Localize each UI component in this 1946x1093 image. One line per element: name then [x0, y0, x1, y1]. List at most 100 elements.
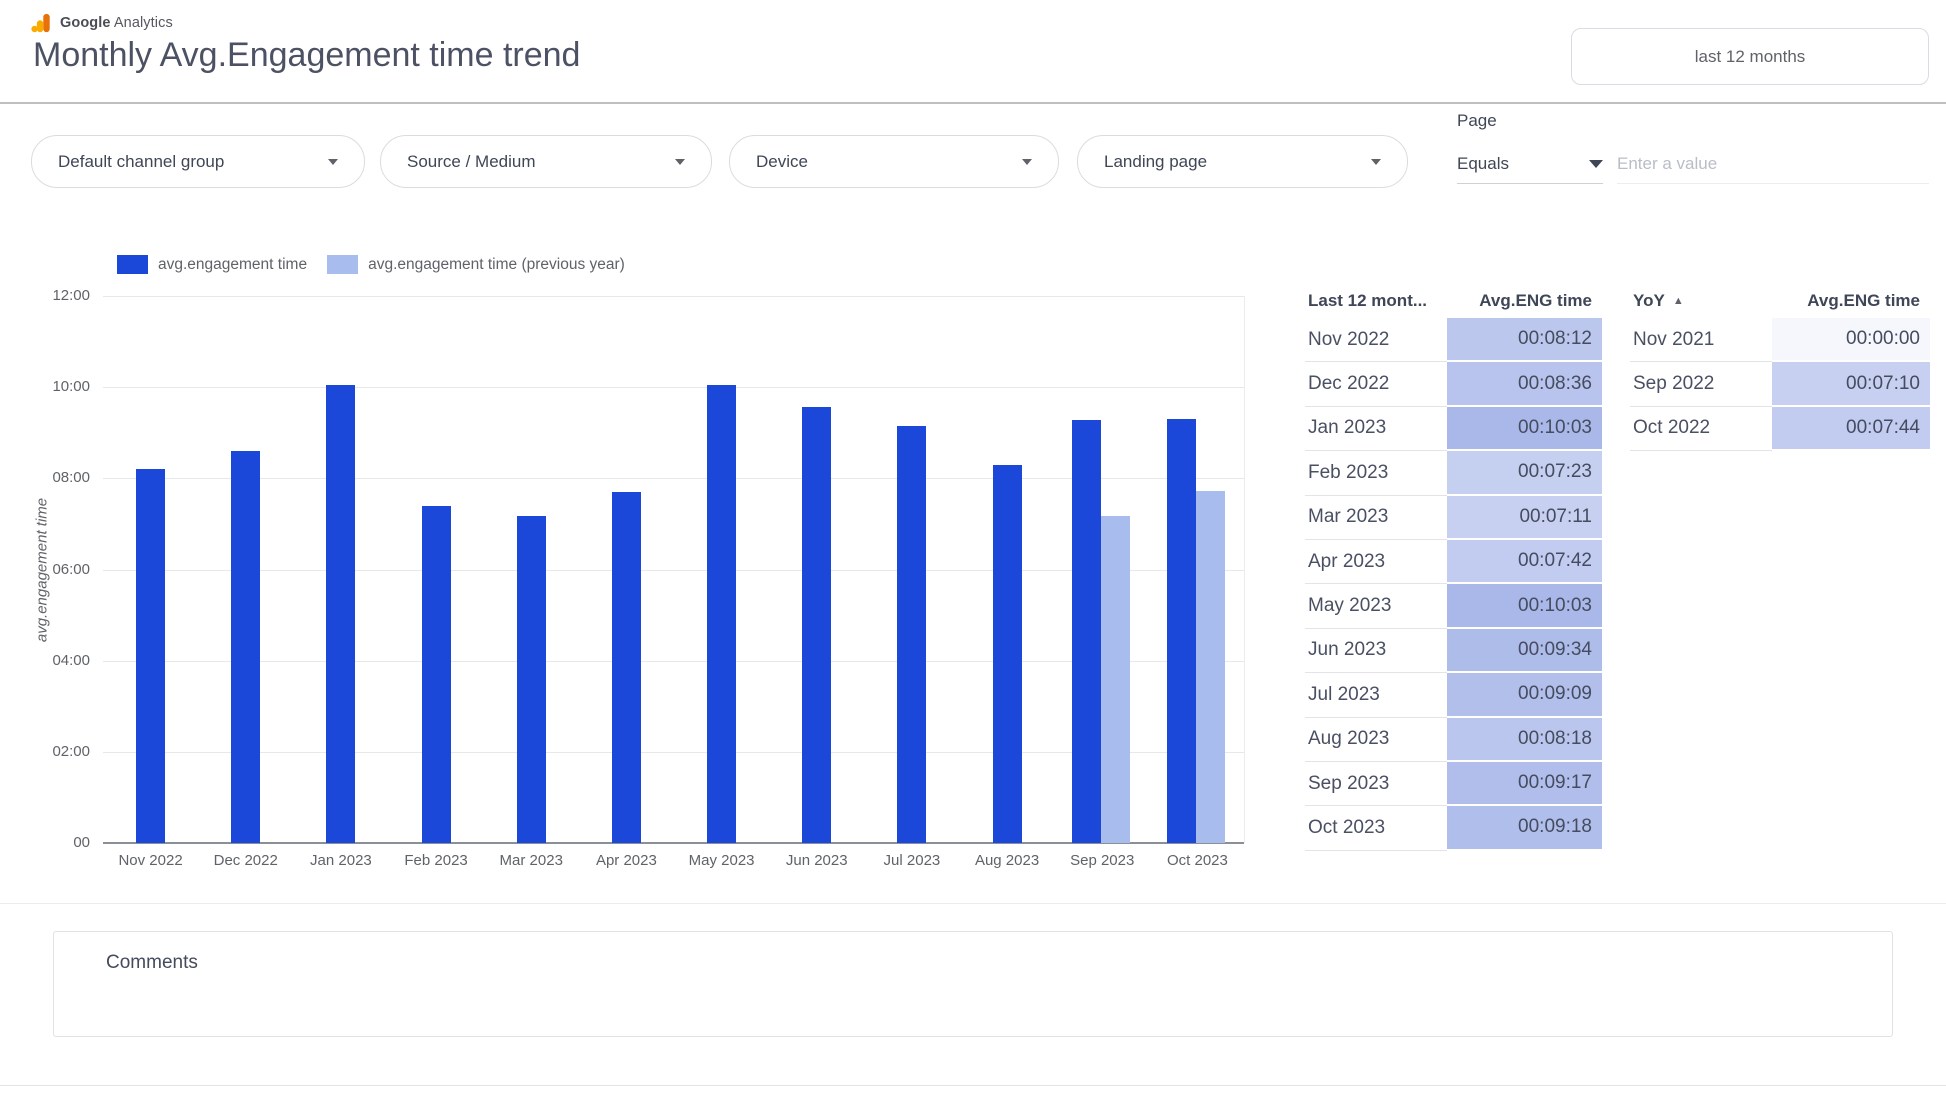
- table-row[interactable]: Mar 2023 00:07:11: [1305, 495, 1602, 540]
- yoy-engagement-table: YoY ▲ Avg.ENG time Nov 2021 00:00:00 Sep 20…: [1630, 283, 1930, 452]
- table-row[interactable]: Nov 2022 00:08:12: [1305, 318, 1602, 363]
- bar-Apr 2023[interactable]: [611, 492, 641, 843]
- filter-landing-page[interactable]: Landing page: [1077, 135, 1408, 188]
- column-header-value[interactable]: Avg.ENG time: [1807, 290, 1920, 310]
- column-header-value[interactable]: Avg.ENG time: [1479, 290, 1592, 310]
- month-cell: Jul 2023: [1305, 673, 1447, 718]
- page-title: Monthly Avg.Engagement time trend: [33, 36, 581, 74]
- bar-Jul 2023[interactable]: [897, 425, 927, 843]
- section-divider: [0, 903, 1946, 904]
- bar-Mar 2023[interactable]: [516, 515, 546, 843]
- google-analytics-logo-icon: [31, 13, 50, 33]
- value-cell: 00:08:36: [1447, 362, 1602, 407]
- x-tick-label: Oct 2023: [1166, 852, 1228, 869]
- value-cell: 00:07:11: [1447, 495, 1602, 540]
- table-header-row: Last 12 mont... Avg.ENG time: [1305, 283, 1602, 318]
- value-cell: 00:09:34: [1447, 628, 1602, 674]
- table-row[interactable]: Oct 2022 00:07:44: [1630, 406, 1930, 452]
- x-tick-label: Feb 2023: [404, 852, 468, 869]
- filter-source-medium[interactable]: Source / Medium: [380, 135, 712, 188]
- bar-Jun 2023[interactable]: [802, 406, 832, 843]
- chevron-down-icon: [1022, 158, 1032, 165]
- bar-May 2023[interactable]: [707, 384, 737, 843]
- x-tick-label: Dec 2022: [213, 852, 278, 869]
- x-tick-label: Apr 2023: [595, 852, 657, 869]
- value-cell: 00:07:42: [1447, 539, 1602, 585]
- chevron-down-icon: [1371, 158, 1381, 165]
- x-tick-label: Nov 2022: [118, 852, 183, 869]
- x-tick-label: Aug 2023: [974, 852, 1040, 869]
- date-range-label: last 12 months: [1694, 46, 1806, 66]
- x-axis-line: [103, 842, 1244, 844]
- table-row[interactable]: Jun 2023 00:09:34: [1305, 628, 1602, 674]
- table-row[interactable]: Sep 2022 00:07:10: [1630, 362, 1930, 407]
- page-filter-operator-select[interactable]: Equals: [1457, 144, 1603, 184]
- bar-Feb 2023[interactable]: [421, 506, 451, 843]
- filter-label: Default channel group: [58, 151, 225, 171]
- bar-Nov 2022[interactable]: [136, 469, 166, 843]
- comments-label: Comments: [106, 952, 198, 973]
- filter-default-channel-group[interactable]: Default channel group: [31, 135, 365, 188]
- table-row[interactable]: Sep 2023 00:09:17: [1305, 761, 1602, 807]
- operator-value: Equals: [1457, 153, 1509, 173]
- month-cell: Nov 2022: [1305, 318, 1447, 363]
- gridline: [103, 751, 1244, 753]
- table-row[interactable]: Dec 2022 00:08:36: [1305, 362, 1602, 407]
- table-row[interactable]: Feb 2023 00:07:23: [1305, 451, 1602, 496]
- date-range-button[interactable]: last 12 months: [1571, 28, 1929, 85]
- bar-Aug 2023[interactable]: [992, 464, 1022, 843]
- table-header-row: YoY ▲ Avg.ENG time: [1630, 283, 1930, 318]
- y-tick-label: 00: [73, 834, 90, 851]
- value-cell: 00:09:09: [1447, 673, 1602, 718]
- table-row[interactable]: Jan 2023 00:10:03: [1305, 406, 1602, 452]
- table-row[interactable]: May 2023 00:10:03: [1305, 584, 1602, 629]
- y-tick-label: 12:00: [52, 287, 90, 304]
- bar-Dec 2022[interactable]: [231, 450, 261, 843]
- x-axis-labels: Nov 2022 Dec 2022 Jan 2023 Feb 2023 Mar 2023…: [103, 852, 1245, 874]
- filter-label: Device: [756, 151, 808, 171]
- month-cell: May 2023: [1305, 584, 1447, 629]
- gridline: [103, 660, 1244, 662]
- gridline: [103, 478, 1244, 480]
- google-analytics-brand: Google Analytics: [30, 12, 173, 34]
- x-tick-label: Jul 2023: [883, 852, 941, 869]
- month-cell: Nov 2021: [1630, 318, 1772, 363]
- column-header-month[interactable]: Last 12 mont...: [1308, 290, 1428, 310]
- value-cell: 00:10:03: [1447, 584, 1602, 629]
- month-cell: Aug 2023: [1305, 718, 1447, 762]
- y-tick-label: 02:00: [52, 742, 90, 760]
- bottom-divider: [0, 1085, 1946, 1086]
- x-tick-label: Sep 2023: [1070, 852, 1135, 869]
- table-row[interactable]: Aug 2023 00:08:18: [1305, 717, 1602, 762]
- chevron-down-icon: [1589, 159, 1603, 168]
- value-cell: 00:09:18: [1447, 806, 1602, 851]
- month-cell: Sep 2022: [1630, 362, 1772, 407]
- page-filter-value-input[interactable]: [1617, 144, 1929, 184]
- filter-device[interactable]: Device: [729, 135, 1059, 188]
- comments-box[interactable]: Comments: [53, 931, 1893, 1037]
- legend-item-current: avg.engagement time: [117, 255, 307, 274]
- chevron-down-icon: [675, 158, 685, 165]
- chevron-down-icon: [328, 158, 338, 165]
- bar-Oct 2023[interactable]: [1167, 419, 1197, 843]
- value-cell: 00:00:00: [1772, 318, 1930, 363]
- y-tick-label: 06:00: [52, 560, 90, 578]
- brand-analytics: Analytics: [113, 15, 173, 31]
- table-row[interactable]: Oct 2023 00:09:18: [1305, 806, 1602, 851]
- filter-label: Landing page: [1104, 151, 1208, 171]
- gridline: [103, 387, 1244, 389]
- month-cell: Dec 2022: [1305, 362, 1447, 407]
- value-cell: 00:10:03: [1447, 406, 1602, 452]
- prev-bar-Oct 2023[interactable]: [1196, 490, 1226, 843]
- column-header-yoy[interactable]: YoY ▲: [1633, 290, 1684, 310]
- legend-swatch-current: [117, 255, 148, 274]
- table-row[interactable]: Nov 2021 00:00:00: [1630, 318, 1930, 363]
- table-row[interactable]: Apr 2023 00:07:42: [1305, 539, 1602, 585]
- prev-bar-Sep 2023[interactable]: [1101, 516, 1131, 843]
- bar-Sep 2023[interactable]: [1072, 419, 1102, 843]
- table-row[interactable]: Jul 2023 00:09:09: [1305, 673, 1602, 718]
- bar-Jan 2023[interactable]: [326, 384, 356, 843]
- value-cell: 00:09:17: [1447, 761, 1602, 807]
- plot-area: [103, 296, 1245, 844]
